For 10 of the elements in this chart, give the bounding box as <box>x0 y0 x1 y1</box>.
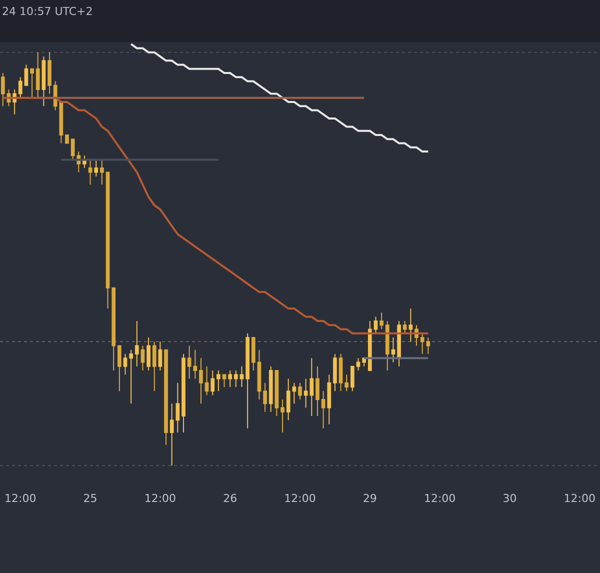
x-tick-label: 30 <box>502 492 517 505</box>
x-tick-label: 25 <box>83 492 98 505</box>
text: 24 10:57 UTC+2 <box>2 5 93 18</box>
x-tick-label: 12:00 <box>564 492 596 505</box>
x-tick-label: 12:00 <box>284 492 316 505</box>
x-tick-label: 12:00 <box>4 492 36 505</box>
x-tick-label: 29 <box>362 492 377 505</box>
x-tick-label: 12:00 <box>424 492 456 505</box>
x-tick-label: 26 <box>223 492 238 505</box>
x-tick-label: 12:00 <box>144 492 176 505</box>
